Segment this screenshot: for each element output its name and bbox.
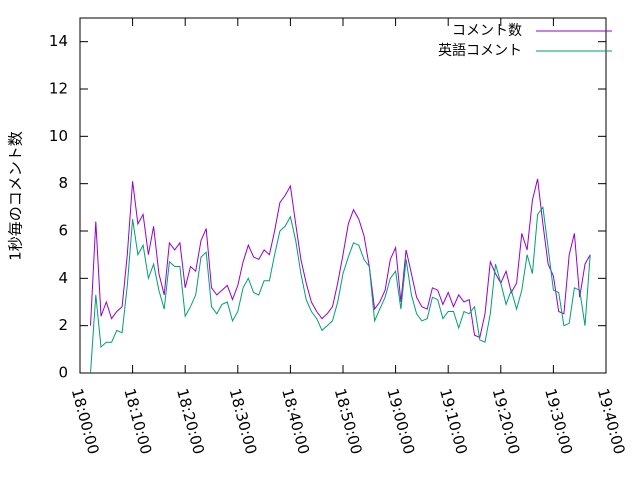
y-tick-label: 10 — [49, 127, 68, 145]
plot-border — [79, 17, 607, 374]
y-tick-label: 8 — [58, 174, 68, 192]
y-tick-label: 6 — [58, 222, 68, 240]
x-tick-label: 18:50:00 — [331, 387, 366, 457]
x-tick-label: 19:20:00 — [489, 387, 524, 457]
x-tick-label: 18:10:00 — [120, 387, 155, 457]
legend-label: コメント数 — [452, 23, 522, 39]
x-tick-label: 18:00:00 — [68, 387, 103, 457]
x-tick-label: 18:30:00 — [226, 387, 261, 457]
y-tick-label: 12 — [49, 80, 68, 98]
y-tick-label: 2 — [58, 316, 68, 334]
x-tick-label: 19:00:00 — [383, 387, 418, 457]
x-tick-label: 19:40:00 — [594, 387, 629, 457]
y-axis-label: 1秒毎のコメント数 — [7, 131, 25, 261]
y-tick-label: 14 — [49, 32, 68, 50]
y-tick-label: 0 — [58, 364, 68, 382]
x-tick-label: 19:10:00 — [436, 387, 471, 457]
x-tick-label: 18:40:00 — [278, 387, 313, 457]
y-tick-label: 4 — [58, 269, 68, 287]
legend-label: 英語コメント — [438, 42, 522, 59]
series-line — [90, 178, 591, 339]
x-tick-label: 19:30:00 — [541, 387, 576, 457]
x-tick-label: 18:20:00 — [173, 387, 208, 457]
series-line — [90, 206, 591, 374]
